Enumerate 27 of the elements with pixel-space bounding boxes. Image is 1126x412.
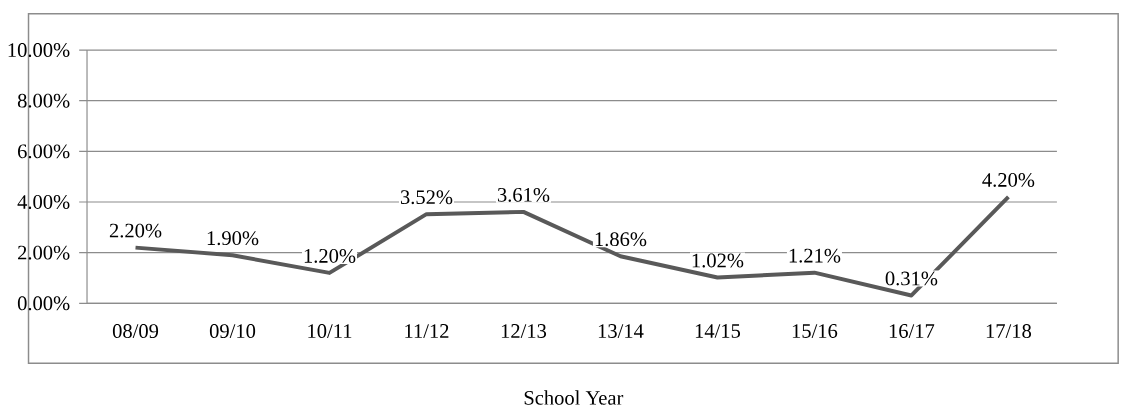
y-tick-label: 0.00%: [17, 296, 70, 311]
data-label: 3.52%: [400, 190, 453, 205]
data-label: 0.31%: [885, 271, 938, 286]
x-tick-label: 10/11: [308, 324, 352, 339]
data-label: 1.02%: [692, 253, 744, 268]
x-tick-label: 13/14: [598, 324, 644, 339]
data-label: 1.21%: [789, 248, 841, 263]
x-tick-label: 12/13: [501, 324, 547, 339]
y-tick-label: 10.00%: [8, 43, 70, 58]
x-axis-title: School Year: [524, 390, 624, 405]
x-tick-label: 14/15: [695, 324, 741, 339]
data-label: 1.90%: [207, 231, 259, 246]
y-tick-label: 2.00%: [18, 245, 70, 260]
x-tick-label: 11/12: [405, 324, 449, 339]
data-label: 1.20%: [304, 249, 356, 264]
x-tick-label: 16/17: [889, 324, 935, 339]
data-label: 3.61%: [497, 188, 550, 203]
y-tick-label: 6.00%: [18, 144, 70, 159]
data-label: 4.20%: [982, 173, 1035, 188]
x-tick-label: 15/16: [792, 324, 838, 339]
y-tick-label: 4.00%: [17, 195, 70, 210]
x-tick-label: 17/18: [986, 324, 1032, 339]
data-label: 1.86%: [595, 232, 647, 247]
data-label: 2.20%: [109, 223, 162, 238]
y-tick-label: 8.00%: [17, 93, 70, 108]
x-tick-label: 09/10: [209, 324, 256, 339]
x-tick-label: 08/09: [112, 324, 159, 339]
